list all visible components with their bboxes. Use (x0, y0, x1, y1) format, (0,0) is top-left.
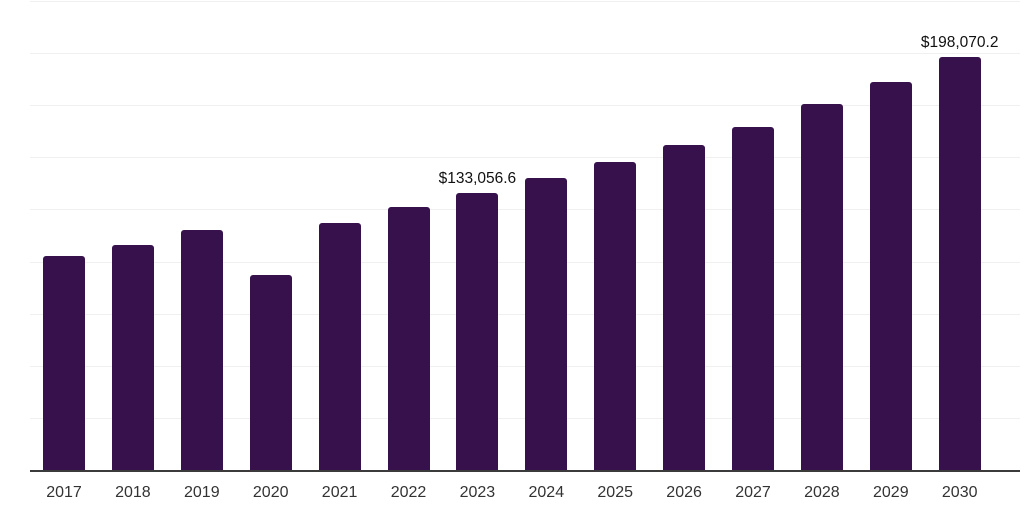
x-axis-label-2017: 2017 (46, 484, 82, 501)
bar-2027 (732, 126, 774, 470)
bar-2026 (663, 144, 706, 470)
bar-2025 (594, 162, 637, 470)
x-axis-label-2027: 2027 (735, 484, 771, 501)
bar-2021 (318, 222, 361, 470)
gridline (30, 209, 1020, 211)
bar-2022 (387, 206, 430, 470)
value-label-2030: $198,070.2 (920, 34, 999, 52)
x-axis-label-2023: 2023 (459, 484, 496, 501)
x-axis-label-2021: 2021 (321, 484, 358, 501)
bar-2020 (249, 275, 292, 470)
bar-2018 (111, 244, 154, 470)
bar-2023 (456, 192, 499, 470)
x-axis-label-2024: 2024 (528, 484, 565, 501)
gridline (30, 261, 1020, 263)
bar-2030 (938, 57, 981, 470)
bar-2029 (869, 82, 912, 470)
bar-2028 (800, 104, 843, 470)
value-label-2023: $133,056.6 (438, 169, 517, 187)
x-axis-label-2030: 2030 (941, 484, 978, 501)
x-axis-line (30, 470, 1020, 472)
bar-2017 (43, 255, 85, 470)
x-axis-label-2026: 2026 (666, 484, 702, 501)
x-axis-label-2025: 2025 (597, 484, 633, 501)
bar-2024 (525, 177, 568, 470)
gridline (30, 417, 1020, 419)
x-axis-label-2022: 2022 (390, 484, 427, 501)
x-axis-label-2028: 2028 (804, 484, 840, 501)
x-axis-label-2020: 2020 (252, 484, 289, 501)
plot-area: $133,056.6 $198,070.2 (30, 0, 1020, 472)
x-axis-label-2019: 2019 (184, 484, 220, 501)
gridline (30, 53, 1020, 55)
x-axis-label-2018: 2018 (115, 484, 151, 501)
gridline (30, 157, 1020, 159)
gridline (30, 1, 1020, 2)
gridline (30, 313, 1020, 315)
bar-2019 (180, 230, 223, 470)
gridline (30, 105, 1020, 107)
gridline (30, 365, 1020, 367)
x-axis-label-2029: 2029 (873, 484, 909, 501)
